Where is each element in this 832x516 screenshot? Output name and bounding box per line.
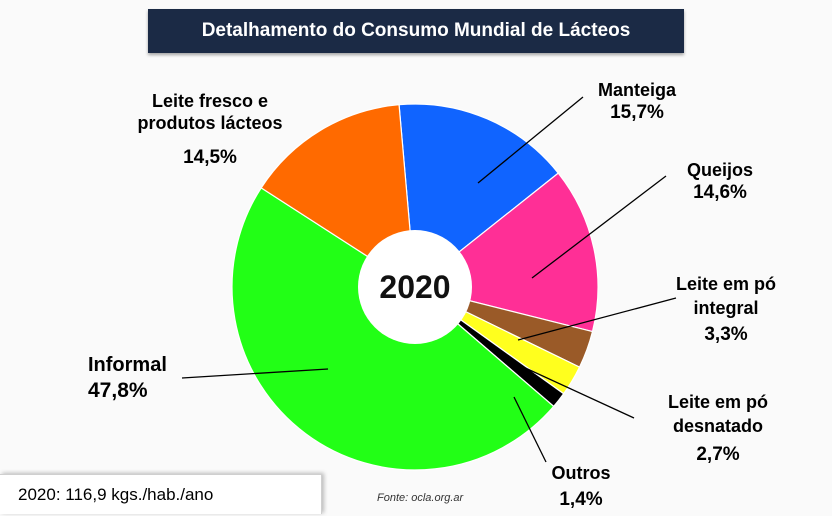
- leader-line-5: [181, 368, 329, 379]
- slice-label-5-line-0: Informal: [88, 354, 167, 376]
- slice-label-2-line-0: Leite em pó: [676, 274, 776, 294]
- footnote-text: 2020: 116,9 kgs./hab./ano: [18, 484, 214, 504]
- leader-line-2: [517, 297, 677, 341]
- leader-line-0: [477, 96, 584, 184]
- leader-line-1: [531, 175, 667, 279]
- slice-value-label-0: 15,7%: [610, 102, 664, 123]
- slice-label-1-line-0: Queijos: [687, 160, 753, 180]
- center-year-label: 2020: [379, 269, 450, 305]
- slice-label-3-line-1: desnatado: [673, 416, 763, 436]
- slice-value-label-3: 2,7%: [696, 444, 739, 465]
- slice-label-4-line-0: Outros: [551, 463, 610, 483]
- slice-label-6-line-0: Leite fresco e: [152, 91, 268, 111]
- chart-title-bar: Detalhamento do Consumo Mundial de Lácte…: [148, 9, 684, 53]
- footnote-box: 2020: 116,9 kgs./hab./ano: [0, 474, 322, 514]
- slice-label-0-line-0: Manteiga: [598, 80, 677, 100]
- slice-label-2-line-1: integral: [693, 298, 758, 318]
- leader-line-4: [513, 396, 547, 463]
- slice-value-label-5: 47,8%: [88, 379, 148, 402]
- slice-label-6-line-1: produtos lácteos: [137, 113, 282, 133]
- slice-label-3-line-0: Leite em pó: [668, 392, 768, 412]
- slice-value-label-6: 14,5%: [183, 147, 237, 168]
- slice-6: [260, 104, 416, 289]
- leader-line-group: [181, 96, 677, 463]
- leader-line-3: [507, 359, 635, 419]
- slice-value-label-4: 1,4%: [559, 489, 602, 510]
- source-note: Fonte: ocla.org.ar: [377, 492, 464, 504]
- donut-hole: [358, 230, 472, 344]
- chart-title: Detalhamento do Consumo Mundial de Lácte…: [201, 20, 631, 41]
- slice-value-label-1: 14,6%: [693, 182, 747, 203]
- slice-value-label-2: 3,3%: [704, 324, 747, 345]
